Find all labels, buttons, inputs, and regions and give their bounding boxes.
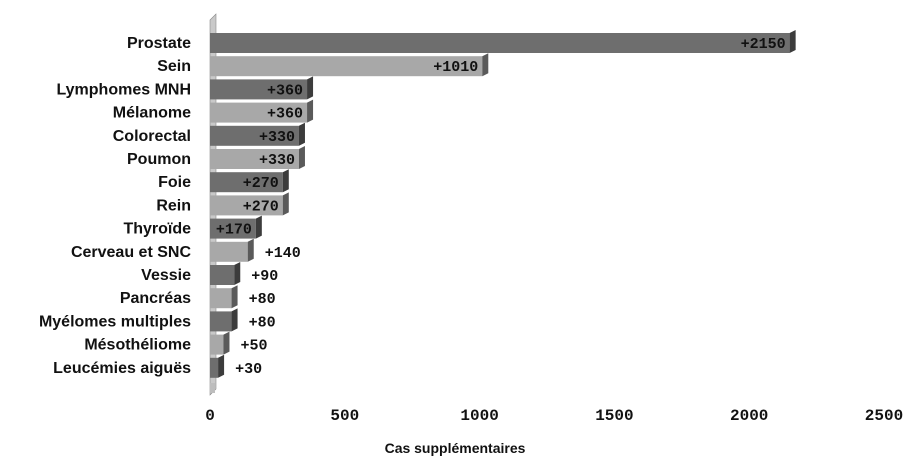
category-labels: Prostate Sein Lymphomes MNH Mélanome Colorec… xyxy=(39,35,191,377)
data-label: +330 xyxy=(259,129,295,146)
bar-side xyxy=(218,354,225,378)
bar xyxy=(210,354,225,378)
bar-front xyxy=(210,334,224,355)
bar xyxy=(210,308,238,332)
bar xyxy=(210,146,305,169)
x-tick-label: 1500 xyxy=(595,407,633,425)
data-label: +270 xyxy=(243,175,279,192)
bars xyxy=(210,30,796,378)
data-labels: +2150 +1010 +360 +360 +330 +330 +270 +270 +170 +1… xyxy=(216,36,786,378)
data-label: +50 xyxy=(240,338,267,355)
bar xyxy=(210,238,254,262)
bar-front xyxy=(210,241,248,262)
bar xyxy=(210,285,238,309)
bar-side xyxy=(282,192,289,216)
bar xyxy=(210,30,796,53)
bar-side xyxy=(234,262,241,285)
data-label: +90 xyxy=(251,268,278,285)
bar-side xyxy=(789,30,796,53)
data-label: +2150 xyxy=(741,36,786,53)
category-label: Mésothéliome xyxy=(84,337,191,354)
bar xyxy=(210,331,230,355)
data-label: +360 xyxy=(267,82,303,99)
bar xyxy=(210,262,241,285)
data-label: +170 xyxy=(216,222,252,239)
data-label: +360 xyxy=(267,106,303,123)
bar-front xyxy=(210,265,235,285)
x-axis-title: Cas supplémentaires xyxy=(385,440,526,456)
bar xyxy=(210,99,314,123)
bar-side xyxy=(231,285,238,309)
bar-side xyxy=(223,331,230,355)
bar-side xyxy=(298,146,305,169)
category-label: Vessie xyxy=(141,267,191,284)
category-label: Myélomes multiples xyxy=(39,313,191,330)
category-label: Sein xyxy=(157,58,191,75)
bar-side xyxy=(307,99,314,123)
bar-front xyxy=(210,79,308,100)
bar xyxy=(210,53,489,77)
bar-front xyxy=(210,56,483,77)
bar-side xyxy=(307,76,314,100)
bar-front xyxy=(210,195,283,216)
category-label: Rein xyxy=(156,197,191,214)
category-label: Mélanome xyxy=(113,105,191,122)
bar xyxy=(210,215,262,239)
bar xyxy=(210,192,289,216)
bar-side xyxy=(247,238,254,262)
category-label: Leucémies aiguës xyxy=(53,360,191,377)
data-label: +80 xyxy=(249,314,276,331)
data-label: +270 xyxy=(243,198,279,215)
category-label: Poumon xyxy=(127,151,191,168)
bar-front xyxy=(210,357,219,378)
bar-side xyxy=(255,215,262,239)
category-label: Prostate xyxy=(127,35,191,52)
x-tick-label: 2500 xyxy=(865,407,903,425)
category-label: Cerveau et SNC xyxy=(71,244,191,261)
bar-front xyxy=(210,102,308,123)
bar xyxy=(210,169,289,193)
category-label: Lymphomes MNH xyxy=(56,81,191,98)
category-label: Colorectal xyxy=(113,128,191,145)
x-tick-label: 0 xyxy=(205,407,215,425)
bar-side xyxy=(282,169,289,193)
data-label: +80 xyxy=(249,291,276,308)
category-label: Foie xyxy=(158,174,191,191)
bar-side xyxy=(482,53,489,77)
x-tick-label: 1000 xyxy=(460,407,498,425)
bar-front xyxy=(210,288,232,309)
bar-side xyxy=(298,122,305,146)
x-tick-labels: 0 500 1000 1500 2000 2500 xyxy=(205,407,903,425)
category-label: Thyroïde xyxy=(123,221,191,238)
bar-side xyxy=(231,308,238,332)
bar-front xyxy=(210,218,256,239)
bar xyxy=(210,122,305,146)
data-label: +330 xyxy=(259,152,295,169)
bar-front xyxy=(210,311,232,332)
bar-front xyxy=(210,33,790,53)
x-tick-label: 2000 xyxy=(730,407,768,425)
data-label: +1010 xyxy=(433,59,478,76)
data-label: +140 xyxy=(265,245,301,262)
bar-front xyxy=(210,125,299,146)
x-tick-label: 500 xyxy=(330,407,359,425)
bar xyxy=(210,76,314,100)
axis-base xyxy=(210,383,215,393)
bar-front xyxy=(210,172,283,193)
category-label: Pancréas xyxy=(120,290,191,307)
bar-front xyxy=(210,149,299,169)
data-label: +30 xyxy=(235,361,262,378)
